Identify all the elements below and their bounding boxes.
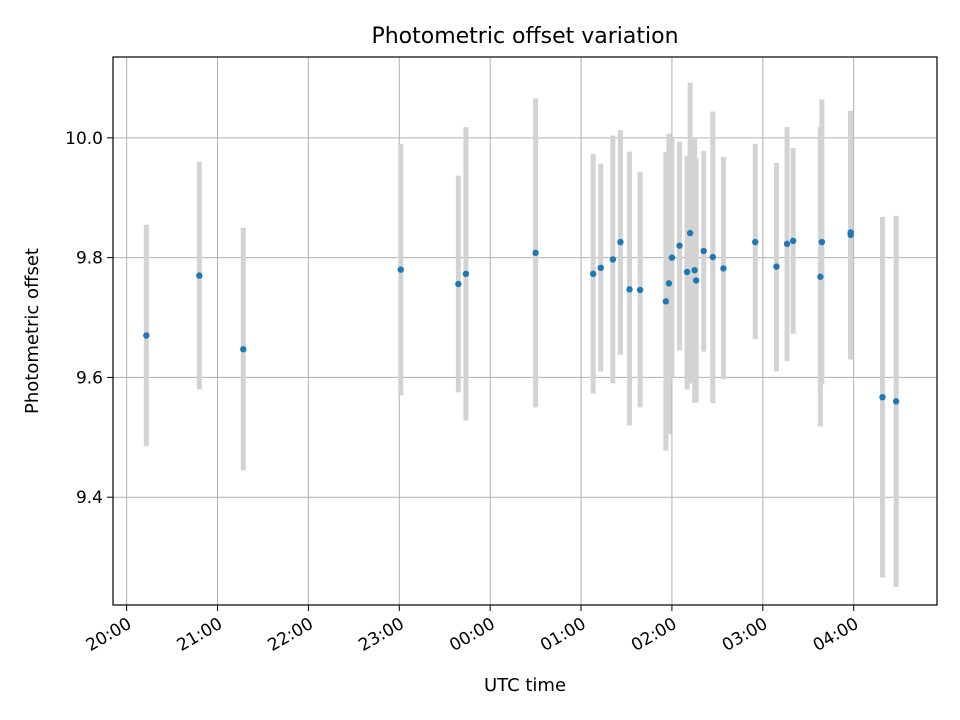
data-point bbox=[773, 263, 780, 270]
data-point bbox=[686, 229, 694, 237]
data-point bbox=[700, 247, 707, 255]
data-point bbox=[143, 332, 150, 339]
data-point bbox=[892, 398, 900, 405]
data-points bbox=[143, 229, 900, 405]
data-point bbox=[617, 238, 624, 246]
data-point bbox=[662, 298, 670, 305]
data-point bbox=[626, 286, 633, 293]
data-point bbox=[609, 256, 617, 263]
data-point bbox=[720, 265, 727, 272]
data-point bbox=[665, 280, 673, 287]
grid-lines bbox=[113, 57, 937, 605]
data-point bbox=[817, 273, 824, 280]
data-point bbox=[636, 286, 644, 294]
data-point bbox=[691, 267, 698, 274]
y-tick-label: 9.8 bbox=[76, 249, 103, 269]
data-point bbox=[196, 272, 203, 279]
chart-title: Photometric offset variation bbox=[371, 24, 678, 49]
data-point bbox=[240, 346, 247, 353]
data-point bbox=[783, 240, 791, 248]
y-tick-label: 10.0 bbox=[65, 129, 103, 149]
data-point bbox=[692, 277, 700, 284]
data-point bbox=[397, 266, 404, 273]
data-point bbox=[818, 238, 826, 246]
data-point bbox=[676, 242, 683, 249]
data-point bbox=[589, 270, 597, 278]
plot-area-frame bbox=[112, 56, 938, 606]
data-point bbox=[709, 253, 717, 261]
y-tick-label: 9.6 bbox=[76, 368, 103, 388]
data-point bbox=[789, 237, 797, 245]
data-point bbox=[462, 270, 470, 278]
data-point bbox=[455, 280, 462, 288]
data-point bbox=[683, 268, 691, 276]
y-axis-ticks: 9.4 9.6 9.8 10.0 bbox=[65, 129, 113, 508]
data-point bbox=[532, 249, 539, 257]
data-point bbox=[668, 254, 676, 261]
y-axis-label: Photometric offset bbox=[22, 248, 43, 414]
data-point bbox=[879, 393, 886, 401]
data-point bbox=[847, 229, 854, 236]
y-tick-label: 9.4 bbox=[76, 488, 103, 508]
data-point bbox=[597, 264, 604, 272]
x-axis-label: UTC time bbox=[484, 675, 566, 696]
data-point bbox=[752, 238, 759, 246]
